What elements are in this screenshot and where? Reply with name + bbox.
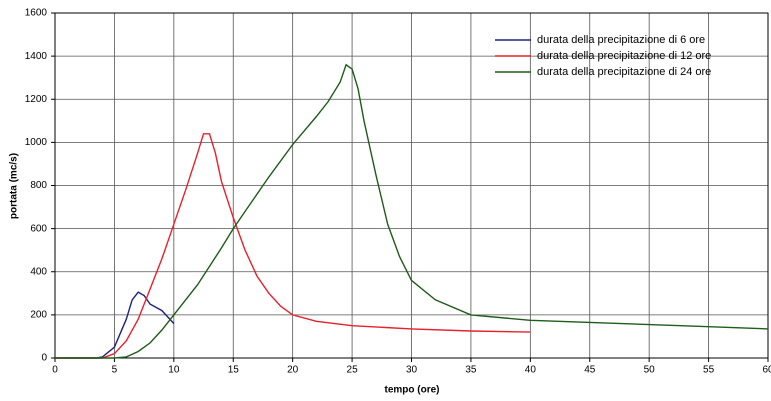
x-tick-label: 5 — [112, 365, 118, 376]
x-tick-label: 30 — [406, 365, 418, 376]
y-tick-label: 200 — [30, 310, 47, 321]
x-tick-label: 35 — [465, 365, 477, 376]
data-line — [55, 63, 769, 359]
y-tick-label: 600 — [30, 223, 47, 234]
y-tick-label: 400 — [30, 266, 47, 277]
x-tick-label: 0 — [52, 365, 58, 376]
x-tick-label: 20 — [287, 365, 299, 376]
x-axis-title: tempo (ore) — [385, 385, 440, 396]
x-tick-label: 55 — [703, 365, 715, 376]
x-tick-label: 60 — [762, 365, 771, 376]
x-tick-label: 40 — [525, 365, 537, 376]
x-tick-label: 10 — [168, 365, 180, 376]
x-tick-label: 15 — [228, 365, 240, 376]
x-tick-label: 50 — [644, 365, 656, 376]
y-tick-label: 1600 — [25, 8, 48, 19]
data-line — [55, 291, 175, 359]
y-tick-label: 1400 — [25, 51, 48, 62]
x-tick-label: 45 — [584, 365, 596, 376]
legend-label: durata della precipitazione di 24 ore — [537, 66, 711, 78]
y-tick-label: 1000 — [25, 137, 48, 148]
y-tick-label: 800 — [30, 180, 47, 191]
legend-label: durata della precipitazione di 12 ore — [537, 50, 711, 62]
y-tick-label: 0 — [41, 353, 47, 364]
y-tick-label: 1200 — [25, 94, 48, 105]
y-axis-title: portata (mc/s) — [9, 153, 20, 219]
x-tick-label: 25 — [347, 365, 359, 376]
plot-frame — [54, 12, 769, 359]
data-line — [55, 133, 531, 359]
legend-label: durata della precipitazione di 6 ore — [537, 34, 705, 46]
